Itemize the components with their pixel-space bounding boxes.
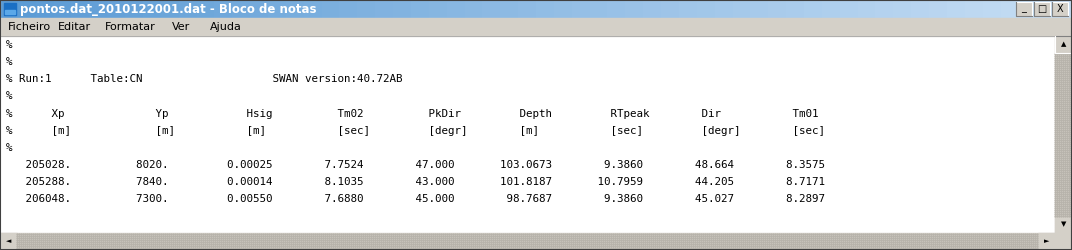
Text: pontos.dat_2010122001.dat - Bloco de notas: pontos.dat_2010122001.dat - Bloco de not…: [20, 2, 316, 16]
Text: □: □: [1038, 4, 1046, 14]
Bar: [340, 0, 358, 18]
Bar: [107, 0, 126, 18]
Bar: [1055, 216, 1072, 233]
Text: ▲: ▲: [1061, 42, 1067, 48]
Bar: [393, 0, 412, 18]
Bar: [322, 0, 341, 18]
Bar: [1000, 0, 1019, 18]
Bar: [661, 0, 680, 18]
Bar: [143, 0, 162, 18]
Bar: [0, 36, 1055, 233]
Bar: [54, 0, 73, 18]
Bar: [1034, 2, 1049, 16]
Bar: [268, 0, 287, 18]
Bar: [536, 0, 555, 18]
Text: 205288.          7840.         0.00014        8.1035        43.000       101.818: 205288. 7840. 0.00014 8.1035 43.000 101.…: [6, 177, 825, 187]
Bar: [35, 0, 55, 18]
Bar: [0, 233, 1055, 250]
Bar: [482, 0, 502, 18]
Bar: [715, 0, 733, 18]
Bar: [786, 0, 805, 18]
Bar: [822, 0, 840, 18]
Bar: [608, 0, 626, 18]
Bar: [643, 0, 662, 18]
Bar: [501, 0, 519, 18]
Bar: [554, 0, 572, 18]
Bar: [357, 0, 376, 18]
Bar: [518, 0, 537, 18]
Bar: [947, 0, 966, 18]
Bar: [303, 0, 323, 18]
Bar: [375, 0, 394, 18]
Text: %: %: [6, 57, 13, 67]
Bar: [196, 0, 215, 18]
Bar: [911, 0, 930, 18]
Bar: [18, 0, 36, 18]
Bar: [0, 0, 19, 18]
Bar: [804, 0, 823, 18]
Bar: [4, 3, 16, 15]
Bar: [72, 0, 90, 18]
Bar: [125, 0, 144, 18]
Bar: [1038, 233, 1055, 250]
Text: Ver: Ver: [172, 22, 190, 32]
Bar: [233, 0, 251, 18]
Bar: [858, 0, 877, 18]
Bar: [89, 0, 108, 18]
Bar: [590, 0, 609, 18]
Bar: [411, 0, 430, 18]
Bar: [893, 0, 912, 18]
Bar: [1016, 2, 1032, 16]
Bar: [429, 0, 448, 18]
Bar: [732, 0, 751, 18]
Bar: [1018, 0, 1038, 18]
Bar: [447, 0, 465, 18]
Bar: [1055, 36, 1072, 233]
Bar: [983, 0, 1001, 18]
Text: Formatar: Formatar: [105, 22, 155, 32]
Bar: [0, 233, 17, 250]
Text: %: %: [6, 40, 13, 50]
Bar: [965, 0, 984, 18]
Bar: [214, 0, 234, 18]
Bar: [0, 18, 1072, 36]
Bar: [1037, 0, 1055, 18]
Bar: [1054, 0, 1072, 18]
Text: X: X: [1057, 4, 1063, 14]
Bar: [769, 0, 787, 18]
Text: ◄: ◄: [5, 238, 11, 244]
Bar: [876, 0, 894, 18]
Bar: [179, 0, 197, 18]
Text: Editar: Editar: [58, 22, 91, 32]
Text: _: _: [1022, 3, 1026, 13]
Bar: [839, 0, 859, 18]
Bar: [571, 0, 591, 18]
Text: 205028.          8020.         0.00025        7.7524        47.000       103.067: 205028. 8020. 0.00025 7.7524 47.000 103.…: [6, 160, 825, 170]
Bar: [750, 0, 770, 18]
Bar: [929, 0, 948, 18]
Bar: [5, 10, 15, 14]
Text: %: %: [6, 92, 13, 102]
Text: ▼: ▼: [1061, 222, 1067, 228]
Text: Ajuda: Ajuda: [210, 22, 242, 32]
Text: %: %: [6, 143, 13, 153]
Bar: [161, 0, 180, 18]
Text: %      Xp              Yp            Hsig          Tm02          PkDir         D: % Xp Yp Hsig Tm02 PkDir D: [6, 108, 819, 118]
Text: 206048.          7300.         0.00550        7.6880        45.000        98.768: 206048. 7300. 0.00550 7.6880 45.000 98.7…: [6, 194, 825, 204]
Text: Ficheiro: Ficheiro: [8, 22, 51, 32]
Bar: [697, 0, 716, 18]
Bar: [1055, 53, 1072, 216]
Text: ►: ►: [1044, 238, 1049, 244]
Bar: [1052, 2, 1068, 16]
Bar: [286, 0, 304, 18]
Bar: [250, 0, 269, 18]
Bar: [464, 0, 483, 18]
Text: % Run:1      Table:CN                    SWAN version:40.72AB: % Run:1 Table:CN SWAN version:40.72AB: [6, 74, 402, 84]
Bar: [1055, 36, 1072, 53]
Bar: [625, 0, 644, 18]
Bar: [1055, 233, 1072, 250]
Text: %      [m]             [m]           [m]           [sec]         [degr]        [: % [m] [m] [m] [sec] [degr] [: [6, 126, 825, 136]
Bar: [679, 0, 698, 18]
